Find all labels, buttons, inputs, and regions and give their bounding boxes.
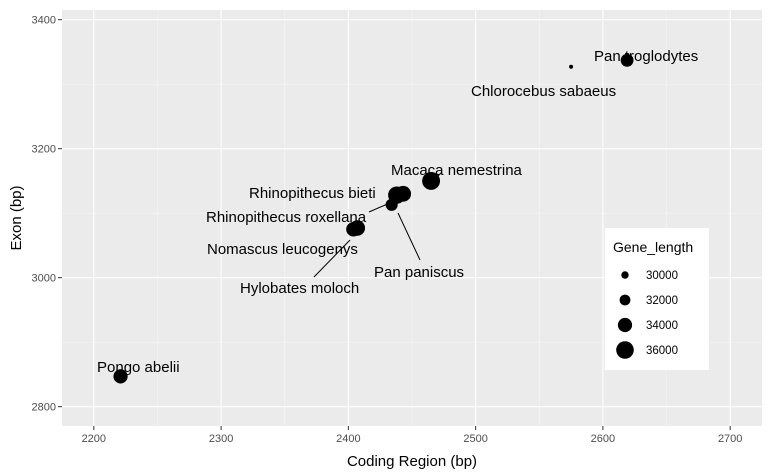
legend-entries: 30000 32000 34000 36000 — [616, 270, 678, 359]
legend-label: 36000 — [646, 345, 678, 357]
data-point — [346, 222, 361, 237]
x-tick-label: 2200 — [82, 433, 106, 445]
x-tick-label: 2700 — [718, 433, 742, 445]
label-leader-line — [313, 239, 351, 278]
point-label: Pan troglodytes — [594, 48, 698, 65]
legend-key — [617, 317, 633, 333]
axis-ticks: 2200 2300 2400 2500 2600 2700 2800 3000 3200 3400 — [32, 15, 743, 445]
x-tick-label: 2600 — [591, 433, 615, 445]
x-tick-label: 2300 — [209, 433, 233, 445]
point-label: Nomascus leucogenys — [207, 241, 358, 258]
data-point — [569, 64, 574, 69]
data-points — [113, 53, 634, 384]
data-point — [620, 53, 634, 67]
point-label: Rhinopithecus roxellana — [206, 209, 367, 226]
y-tick-label: 2800 — [32, 402, 56, 414]
point-label: Pongo abelii — [97, 359, 180, 376]
legend-key — [619, 294, 631, 306]
x-tick-label: 2400 — [336, 433, 360, 445]
point-labels: Pan troglodytes Chlorocebus sabaeus Macaca… — [97, 48, 698, 376]
point-label: Pan paniscus — [374, 264, 464, 281]
y-tick-label: 3200 — [32, 144, 56, 156]
legend-label: 30000 — [646, 270, 678, 282]
legend-label: 34000 — [646, 320, 678, 332]
grid-lines — [62, 10, 762, 426]
point-label: Macaca nemestrina — [391, 162, 523, 179]
legend-key — [621, 271, 629, 279]
data-point — [422, 171, 441, 190]
y-tick-label: 3000 — [32, 273, 56, 285]
point-label: Chlorocebus sabaeus — [471, 83, 616, 100]
x-tick-label: 2500 — [463, 433, 487, 445]
y-axis-title: Exon (bp) — [8, 185, 25, 250]
label-leader-line — [397, 212, 421, 261]
x-axis-title: Coding Region (bp) — [347, 453, 477, 470]
legend-title: Gene_length — [613, 239, 693, 255]
data-point — [385, 198, 398, 211]
legend-label: 32000 — [646, 295, 678, 307]
y-tick-label: 3400 — [32, 15, 56, 27]
point-label: Hylobates moloch — [240, 280, 359, 297]
legend: Gene_length 30000 32000 34000 36000 — [605, 228, 709, 370]
data-point — [113, 369, 128, 384]
point-label: Rhinopithecus bieti — [249, 185, 376, 202]
legend-key — [616, 341, 634, 359]
